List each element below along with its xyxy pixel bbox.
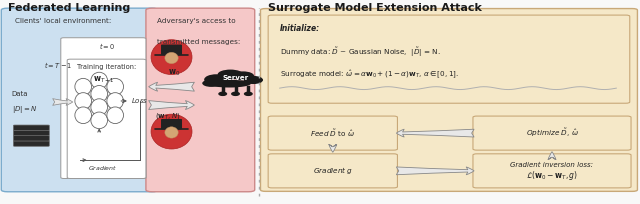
Text: Gradient inversion loss:: Gradient inversion loss: bbox=[511, 162, 593, 168]
Text: $\mathit{Gradient}$: $\mathit{Gradient}$ bbox=[88, 164, 118, 172]
FancyBboxPatch shape bbox=[268, 15, 630, 103]
Ellipse shape bbox=[75, 107, 92, 124]
FancyBboxPatch shape bbox=[268, 154, 397, 188]
Ellipse shape bbox=[204, 74, 228, 85]
Ellipse shape bbox=[91, 112, 108, 129]
FancyBboxPatch shape bbox=[1, 8, 158, 192]
FancyBboxPatch shape bbox=[161, 119, 182, 129]
Text: Clients' local environment:: Clients' local environment: bbox=[15, 18, 112, 24]
Ellipse shape bbox=[75, 93, 92, 109]
Ellipse shape bbox=[244, 92, 253, 96]
FancyBboxPatch shape bbox=[13, 130, 49, 136]
Text: Surrogate model: $\hat{\omega} = \alpha\mathbf{w}_0 + (1-\alpha)\mathbf{w}_T$, $: Surrogate model: $\hat{\omega} = \alpha\… bbox=[280, 68, 459, 80]
Text: $\mathit{Optimize}$ $\tilde{D}$, $\hat{\omega}$: $\mathit{Optimize}$ $\tilde{D}$, $\hat{\… bbox=[525, 127, 579, 139]
Text: $\mathit{Loss}$: $\mathit{Loss}$ bbox=[131, 96, 148, 105]
Text: $\mathit{Gradient}$ $g$: $\mathit{Gradient}$ $g$ bbox=[313, 165, 353, 176]
Text: $\mathbf{w}_{T-1}$: $\mathbf{w}_{T-1}$ bbox=[93, 74, 115, 85]
Ellipse shape bbox=[91, 99, 108, 115]
Text: $|D| = N$: $|D| = N$ bbox=[12, 104, 37, 115]
Text: $(\mathbf{w}_T, N)$: $(\mathbf{w}_T, N)$ bbox=[155, 111, 180, 121]
Ellipse shape bbox=[232, 71, 254, 80]
Text: $\mathcal{L}(\mathbf{w}_0 - \mathbf{w}_T, g)$: $\mathcal{L}(\mathbf{w}_0 - \mathbf{w}_T… bbox=[526, 170, 578, 182]
Ellipse shape bbox=[107, 107, 124, 124]
Ellipse shape bbox=[91, 72, 108, 89]
FancyBboxPatch shape bbox=[473, 154, 631, 188]
Text: $\mathbf{w}_0$: $\mathbf{w}_0$ bbox=[168, 67, 180, 78]
FancyBboxPatch shape bbox=[161, 44, 182, 55]
Text: Adversary's access to: Adversary's access to bbox=[157, 18, 236, 24]
FancyBboxPatch shape bbox=[473, 116, 631, 150]
FancyBboxPatch shape bbox=[13, 136, 49, 141]
Ellipse shape bbox=[151, 40, 192, 74]
FancyBboxPatch shape bbox=[268, 116, 397, 150]
Ellipse shape bbox=[202, 80, 220, 87]
Text: Federated Learning: Federated Learning bbox=[8, 3, 130, 13]
Text: Surrogate Model Extension Attack: Surrogate Model Extension Attack bbox=[268, 3, 481, 13]
Ellipse shape bbox=[91, 85, 108, 102]
FancyBboxPatch shape bbox=[61, 38, 146, 178]
Ellipse shape bbox=[107, 78, 124, 95]
FancyBboxPatch shape bbox=[13, 141, 49, 146]
Ellipse shape bbox=[107, 93, 124, 109]
Text: Server: Server bbox=[223, 75, 248, 81]
Ellipse shape bbox=[244, 76, 263, 84]
Text: transmitted messages:: transmitted messages: bbox=[157, 39, 241, 45]
Ellipse shape bbox=[165, 52, 178, 64]
Text: $t = T-1$: $t = T-1$ bbox=[44, 60, 72, 70]
Ellipse shape bbox=[218, 92, 227, 96]
Ellipse shape bbox=[231, 92, 240, 96]
FancyBboxPatch shape bbox=[260, 9, 637, 191]
Text: Dummy data: $\tilde{D}$ ~ Gaussian Noise,  $|\tilde{D}|$ = N.: Dummy data: $\tilde{D}$ ~ Gaussian Noise… bbox=[280, 46, 440, 59]
Text: $t = 0$: $t = 0$ bbox=[99, 41, 116, 51]
Text: $\mathit{Feed}$ $\tilde{D}$ to $\hat{\omega}$: $\mathit{Feed}$ $\tilde{D}$ to $\hat{\om… bbox=[310, 128, 355, 139]
Ellipse shape bbox=[151, 114, 192, 149]
Text: Data: Data bbox=[12, 91, 28, 97]
FancyBboxPatch shape bbox=[146, 8, 255, 192]
Text: Training iteration:: Training iteration: bbox=[77, 64, 136, 70]
FancyBboxPatch shape bbox=[67, 59, 146, 178]
FancyBboxPatch shape bbox=[13, 125, 49, 130]
Ellipse shape bbox=[207, 80, 251, 88]
Ellipse shape bbox=[75, 78, 92, 95]
Text: Initialize:: Initialize: bbox=[280, 24, 320, 33]
Ellipse shape bbox=[218, 70, 243, 79]
Ellipse shape bbox=[165, 127, 178, 138]
